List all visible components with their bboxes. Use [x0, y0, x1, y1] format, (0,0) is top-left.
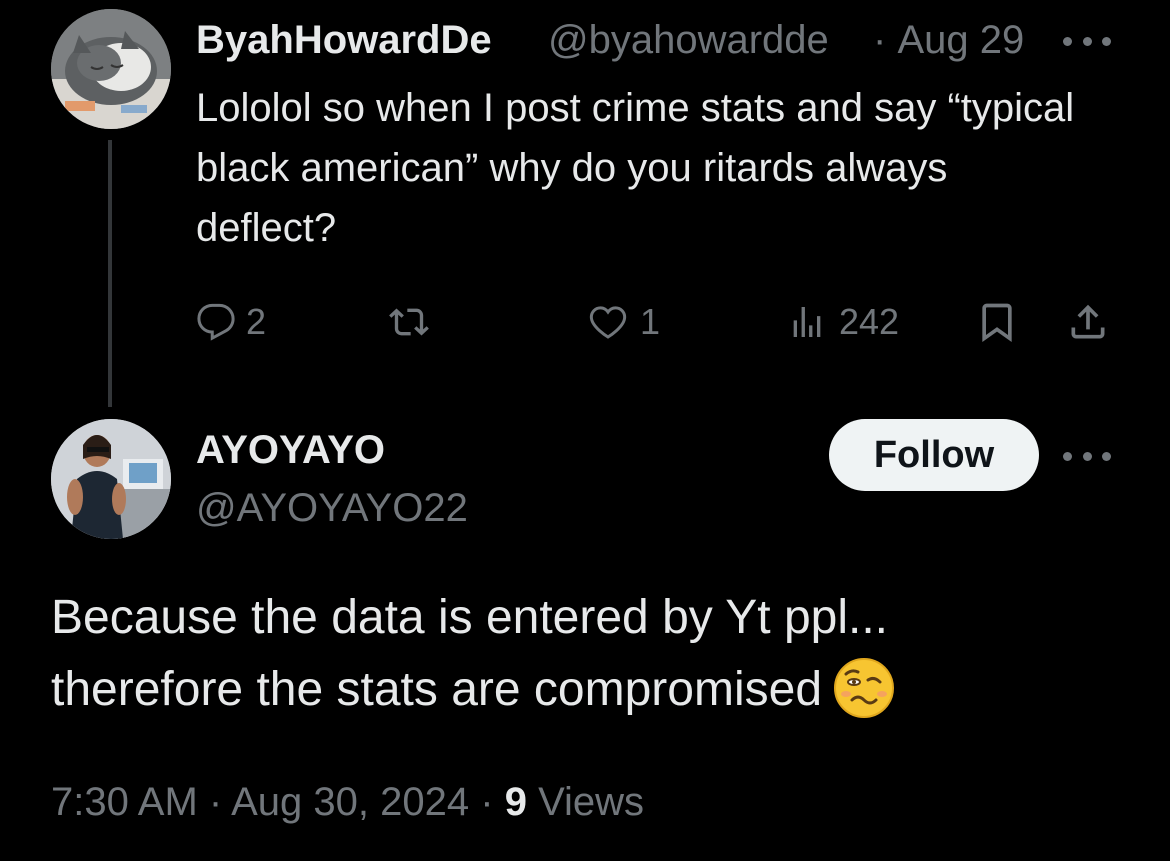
- woozy-face-emoji-icon: [834, 658, 895, 719]
- reply-avatar[interactable]: [51, 419, 171, 539]
- views-button[interactable]: 242: [785, 296, 899, 348]
- retweet-icon: [389, 308, 429, 336]
- header-separator: ·: [873, 18, 887, 62]
- parent-more-icon[interactable]: [1063, 31, 1111, 51]
- views-icon: [793, 307, 821, 337]
- reply-count: 2: [246, 301, 267, 342]
- reply-icon: [197, 303, 235, 341]
- reply-text-line-1: Because the data is entered by Yt ppl...: [51, 591, 888, 644]
- reply-more-icon[interactable]: [1063, 446, 1111, 466]
- parent-avatar[interactable]: [51, 9, 171, 129]
- reply-display-name[interactable]: AYOYAYO: [196, 428, 386, 472]
- follow-button[interactable]: Follow: [829, 419, 1039, 491]
- bookmark-button[interactable]: [975, 296, 1019, 348]
- parent-handle[interactable]: @byahowardde: [548, 18, 829, 62]
- bookmark-icon: [982, 303, 1012, 343]
- person-avatar-image: [51, 419, 171, 539]
- parent-handle-and-date: @byahowardde · Aug 29: [548, 14, 1060, 66]
- reply-button[interactable]: 2: [196, 296, 266, 348]
- reply-handle[interactable]: @AYOYAYO22: [196, 486, 468, 530]
- parent-tweet-text: Lololol so when I post crime stats and s…: [196, 86, 1075, 250]
- like-count: 1: [640, 301, 661, 342]
- reply-text-line-2: therefore the stats are compromised: [51, 654, 1131, 726]
- parent-date[interactable]: Aug 29: [897, 18, 1025, 62]
- like-icon: [589, 306, 627, 339]
- share-icon: [1071, 304, 1105, 339]
- meta-separator-2: ·: [480, 780, 494, 824]
- reply-views-count: 9: [504, 780, 527, 824]
- thread-connector-line: [108, 140, 112, 407]
- like-button[interactable]: 1: [586, 296, 660, 348]
- reply-text-line-2-content: therefore the stats are compromised: [51, 663, 823, 716]
- retweet-button[interactable]: [387, 296, 441, 348]
- cat-avatar-image: [51, 9, 171, 129]
- reply-time[interactable]: 7:30 AM: [51, 780, 198, 824]
- parent-tweet-header: ByahHowardDe @byahowardde · Aug 29: [196, 14, 1056, 66]
- share-button[interactable]: [1066, 296, 1110, 348]
- reply-timestamp-line: 7:30 AM · Aug 30, 2024 · 9 Views: [51, 776, 644, 828]
- parent-display-name[interactable]: ByahHowardDe: [196, 18, 492, 62]
- reply-date[interactable]: Aug 30, 2024: [231, 780, 470, 824]
- views-count: 242: [839, 301, 900, 342]
- meta-separator-1: ·: [208, 780, 223, 824]
- reply-views-label: Views: [538, 780, 645, 824]
- reply-tweet-text: Because the data is entered by Yt ppl...…: [51, 582, 1131, 726]
